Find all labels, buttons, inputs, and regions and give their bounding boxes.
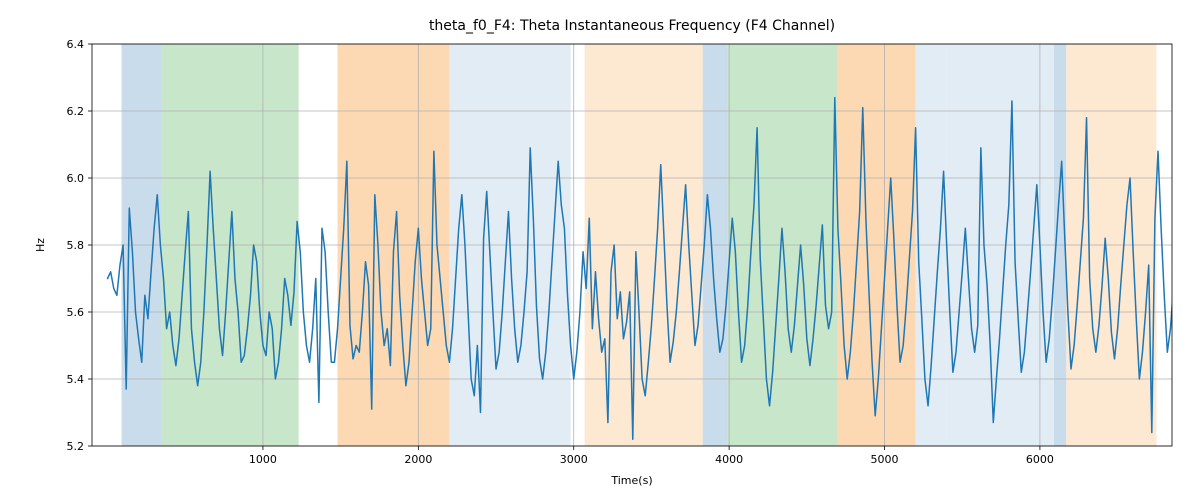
x-tick-label: 1000 (249, 453, 277, 466)
y-tick-label: 5.6 (67, 306, 85, 319)
y-tick-label: 6.2 (67, 105, 85, 118)
x-axis-label: Time(s) (610, 474, 652, 487)
y-tick-label: 6.0 (67, 172, 85, 185)
y-axis-label: Hz (34, 238, 47, 252)
x-tick-label: 6000 (1026, 453, 1054, 466)
y-tick-label: 6.4 (67, 38, 85, 51)
chart-title: theta_f0_F4: Theta Instantaneous Frequen… (429, 18, 835, 34)
x-tick-label: 5000 (871, 453, 899, 466)
x-tick-label: 4000 (715, 453, 743, 466)
x-tick-label: 3000 (560, 453, 588, 466)
y-tick-label: 5.8 (67, 239, 85, 252)
y-tick-label: 5.4 (67, 373, 85, 386)
x-tick-label: 2000 (404, 453, 432, 466)
theta-frequency-chart: 1000 2000 3000 4000 5000 6000 5.2 5.4 5.6 5.8 6.0 6… (0, 0, 1200, 500)
y-tick-label: 5.2 (67, 440, 85, 453)
